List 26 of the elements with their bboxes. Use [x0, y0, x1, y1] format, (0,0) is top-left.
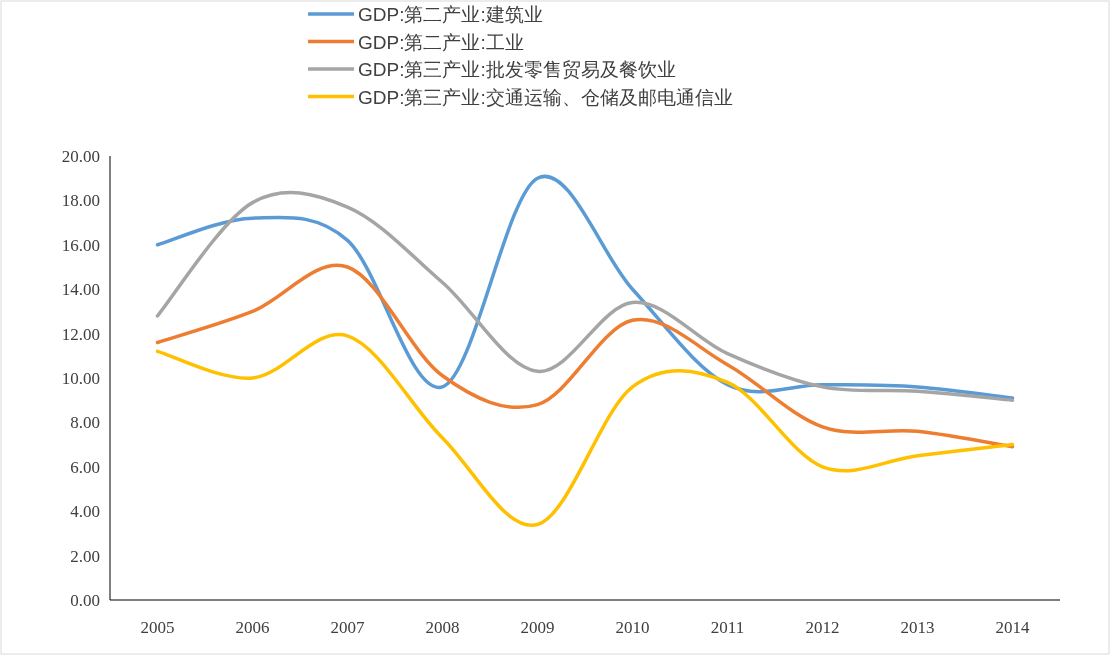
y-tick-label: 14.00 — [61, 280, 100, 300]
x-tick-label: 2009 — [520, 618, 555, 637]
y-tick-label: 16.00 — [61, 235, 100, 255]
y-tick-label: 6.00 — [70, 457, 100, 477]
x-tick-label: 2012 — [805, 618, 840, 637]
x-tick-label: 2007 — [330, 618, 365, 637]
x-tick-label: 2008 — [425, 618, 460, 637]
x-tick-label: 2010 — [615, 618, 650, 637]
legend-label: GDP:第二产业:建筑业 — [358, 4, 543, 25]
y-tick-label: 2.00 — [70, 546, 100, 566]
y-tick-label: 12.00 — [61, 324, 100, 344]
x-tick-label: 2014 — [995, 618, 1030, 637]
legend-label: GDP:第三产业:批发零售贸易及餐饮业 — [358, 59, 676, 80]
legend-label: GDP:第三产业:交通运输、仓储及邮电通信业 — [358, 86, 733, 108]
y-tick-label: 8.00 — [70, 413, 100, 433]
y-tick-label: 0.00 — [70, 591, 100, 610]
x-tick-label: 2011 — [710, 618, 745, 637]
y-tick-label: 18.00 — [61, 191, 100, 211]
x-tick-label: 2006 — [235, 618, 270, 637]
y-tick-label: 10.00 — [61, 369, 100, 388]
y-tick-label: 4.00 — [70, 502, 100, 522]
x-tick-label: 2005 — [140, 618, 175, 637]
legend-label: GDP:第二产业:工业 — [358, 31, 524, 53]
y-tick-label: 20.00 — [61, 147, 100, 166]
x-tick-label: 2013 — [900, 618, 935, 637]
line-series — [155, 333, 1015, 527]
